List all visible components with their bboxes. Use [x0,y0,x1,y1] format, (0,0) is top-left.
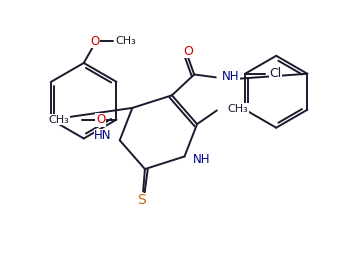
Text: CH₃: CH₃ [48,115,69,125]
Text: S: S [137,193,146,207]
Text: O: O [90,35,99,48]
Text: HN: HN [94,130,112,142]
Text: NH: NH [192,153,210,166]
Text: Cl: Cl [269,67,282,80]
Text: O: O [96,113,105,126]
Text: NH: NH [222,70,239,83]
Text: O: O [183,45,193,57]
Text: CH₃: CH₃ [228,104,249,114]
Text: CH₃: CH₃ [115,36,136,46]
